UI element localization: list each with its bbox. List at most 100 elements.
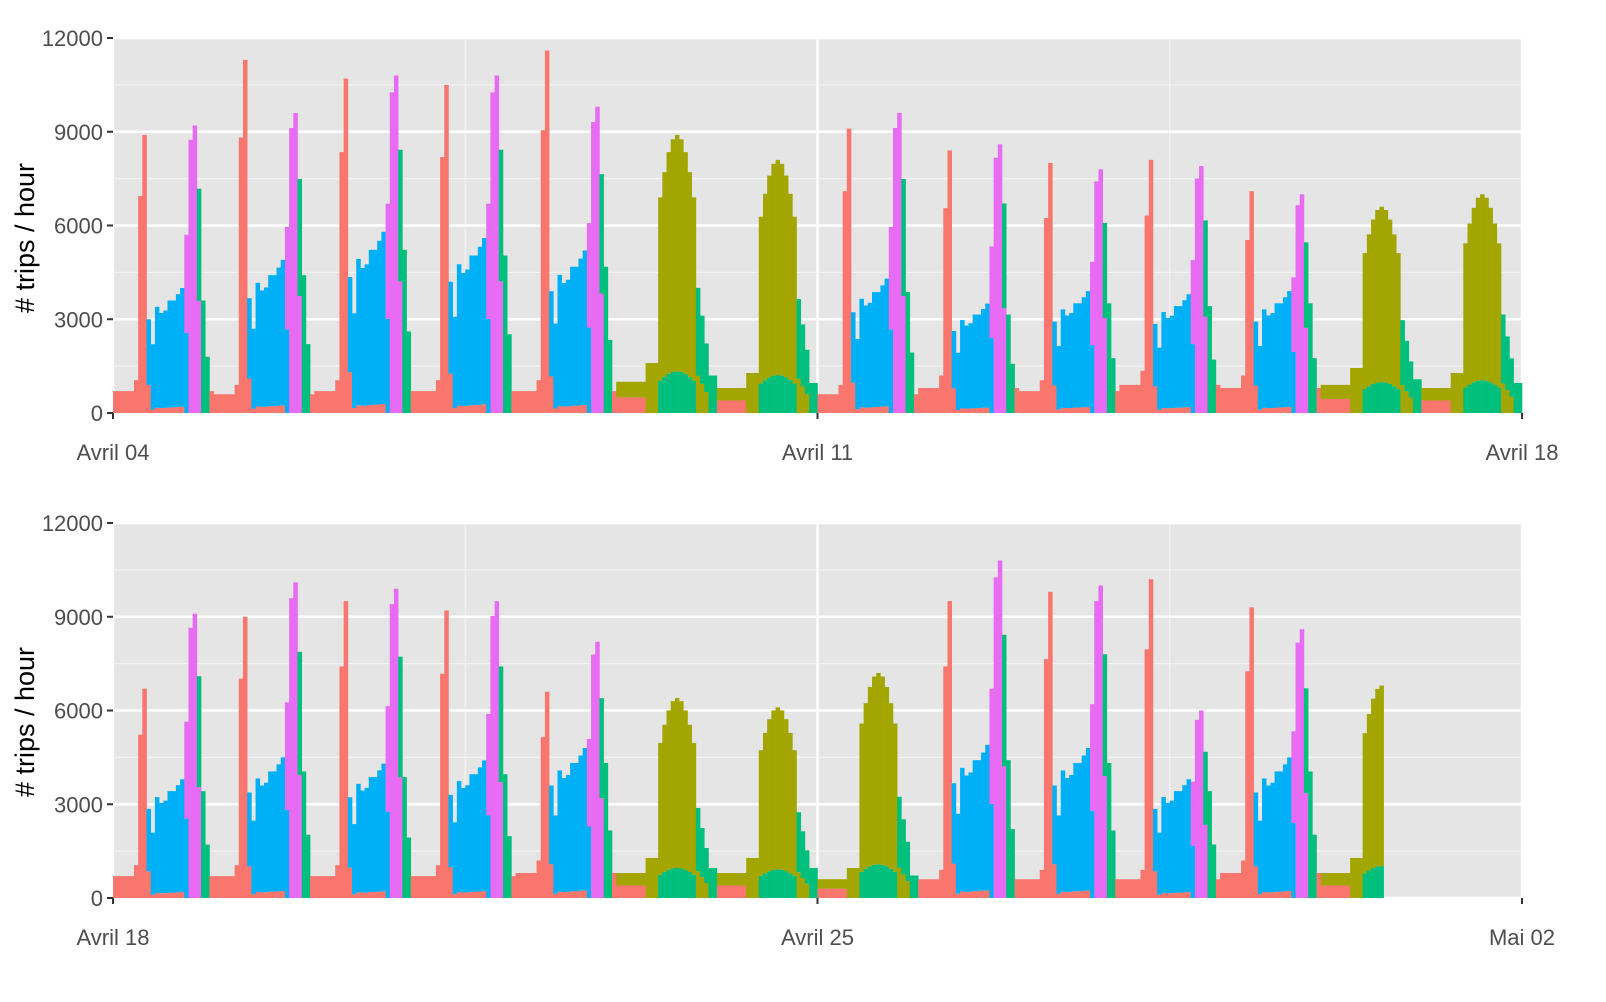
- bar-segment: [1173, 306, 1179, 408]
- bar-segment: [540, 130, 546, 413]
- bar-segment: [263, 406, 269, 413]
- bar-segment: [1467, 384, 1472, 413]
- bar-segment: [574, 763, 579, 892]
- bar-segment: [435, 380, 441, 413]
- bar-segment: [1282, 297, 1288, 408]
- bar-segment: [431, 876, 437, 898]
- bar-segment: [649, 363, 655, 413]
- bar-segment: [951, 863, 957, 898]
- bar-segment: [821, 888, 827, 898]
- bar-segment: [737, 873, 743, 886]
- bar-segment: [1186, 407, 1192, 413]
- bar-segment: [792, 216, 797, 384]
- bar-segment: [1278, 891, 1284, 898]
- bar-segment: [872, 676, 877, 865]
- bar-segment: [909, 352, 915, 413]
- bar-segment: [1203, 316, 1208, 413]
- bar-segment: [582, 748, 588, 891]
- bar-segment: [1203, 824, 1208, 898]
- bar-segment: [1035, 391, 1041, 413]
- bar-segment: [1031, 879, 1036, 898]
- bar-segment: [913, 394, 919, 413]
- bar-segment: [1257, 345, 1263, 410]
- bar-segment: [247, 298, 252, 379]
- bar-segment: [523, 873, 529, 898]
- bar-segment: [167, 892, 173, 898]
- bar-segment: [742, 388, 747, 401]
- bar-segment: [901, 296, 906, 413]
- bar-segment: [1094, 181, 1099, 413]
- bar-segment: [255, 892, 261, 898]
- bar-segment: [1173, 407, 1179, 413]
- bar-segment: [1165, 318, 1171, 409]
- bar-segment: [1178, 892, 1183, 898]
- bar-segment: [683, 373, 688, 413]
- bar-segment: [528, 391, 533, 413]
- bar-segment: [289, 128, 294, 413]
- bar-segment: [1186, 294, 1192, 408]
- bar-segment: [972, 314, 978, 409]
- bar-segment: [1312, 834, 1317, 898]
- bar-segment: [737, 388, 743, 401]
- bar-segment: [641, 381, 646, 398]
- bar-segment: [804, 883, 810, 898]
- bar-segment: [691, 874, 697, 898]
- bar-segment: [519, 391, 525, 413]
- bar-segment: [1366, 386, 1372, 413]
- bar-segment: [486, 815, 491, 898]
- bar-segment: [658, 380, 663, 413]
- x-tick-label: Avril 18: [1486, 440, 1559, 465]
- bar-segment: [838, 879, 843, 889]
- bar-segment: [1262, 892, 1267, 898]
- bar-segment: [1228, 388, 1233, 413]
- bar-segment: [1320, 398, 1326, 413]
- bar-segment: [628, 873, 634, 886]
- bar-segment: [469, 774, 474, 892]
- bar-segment: [1278, 407, 1284, 413]
- bar-segment: [859, 298, 864, 408]
- bar-segment: [150, 832, 156, 895]
- y-tick-label: 0: [91, 886, 103, 911]
- bar-segment: [142, 688, 147, 898]
- bar-segment: [372, 404, 378, 413]
- bar-segment: [196, 787, 202, 898]
- bar-segment: [586, 826, 592, 898]
- bar-segment: [1224, 873, 1229, 898]
- bar-segment: [456, 264, 462, 406]
- bar-segment: [1429, 400, 1435, 413]
- bar-segment: [964, 775, 969, 892]
- bar-segment: [716, 400, 722, 413]
- bar-segment: [800, 831, 806, 878]
- bar-segment: [540, 737, 546, 898]
- bar-segment: [339, 152, 344, 413]
- bar-segment: [448, 867, 453, 898]
- bar-segment: [268, 891, 273, 898]
- bar-segment: [184, 234, 189, 333]
- bar-segment: [649, 858, 655, 898]
- bar-segment: [742, 873, 747, 886]
- bar-segment: [297, 296, 303, 413]
- bar-segment: [570, 763, 575, 892]
- bar-segment: [670, 701, 676, 869]
- bar-segment: [423, 876, 428, 898]
- bar-segment: [683, 710, 688, 870]
- bar-segment: [863, 407, 869, 413]
- bar-segment: [846, 128, 852, 413]
- bar-segment: [1157, 347, 1162, 410]
- bar-segment: [775, 375, 781, 413]
- bar-segment: [448, 794, 453, 868]
- bar-segment: [838, 888, 843, 898]
- bar-segment: [1345, 384, 1351, 399]
- bar-segment: [1152, 386, 1158, 413]
- bar-segment: [985, 890, 990, 898]
- bar-segment: [729, 388, 734, 401]
- bar-segment: [1454, 373, 1460, 413]
- bar-segment: [1442, 388, 1447, 401]
- bar-segment: [1232, 873, 1238, 898]
- bar-segment: [1161, 407, 1166, 413]
- bar-segment: [1132, 384, 1137, 413]
- bar-segment: [775, 159, 781, 376]
- bar-segment: [1002, 634, 1007, 767]
- bar-segment: [872, 406, 877, 413]
- bar-segment: [167, 300, 173, 408]
